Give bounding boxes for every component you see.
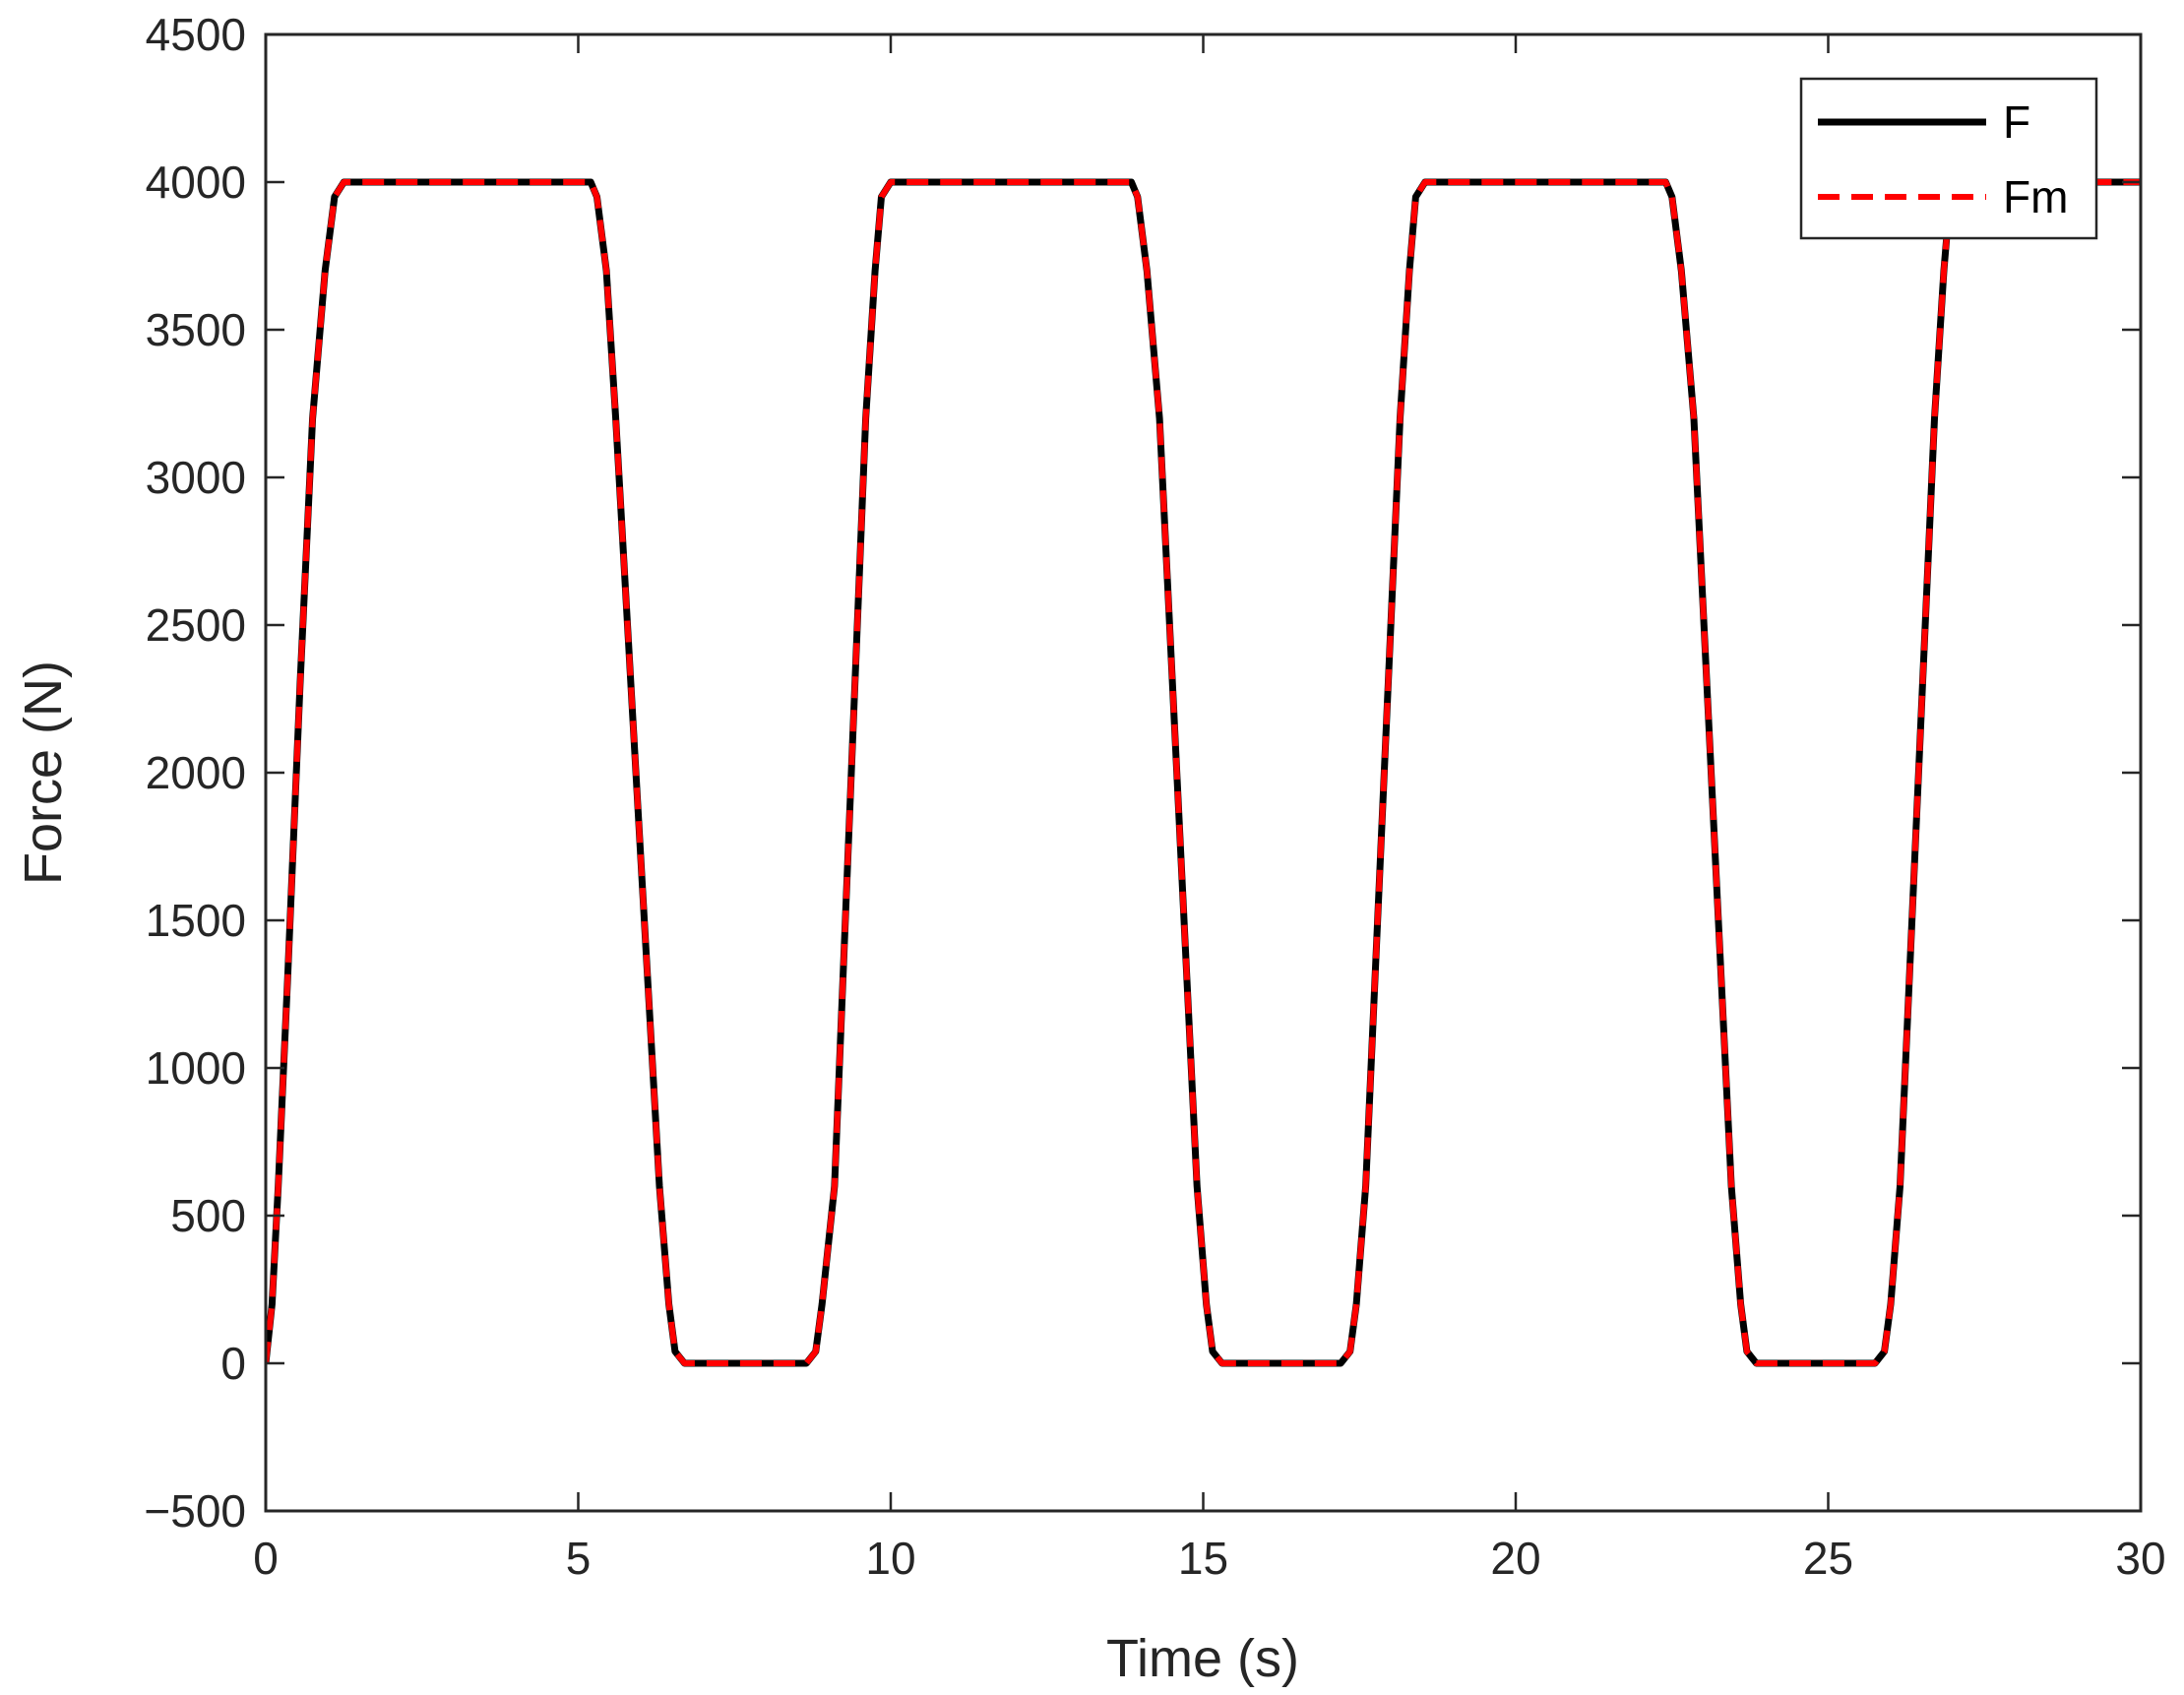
x-tick-label: 10 [865, 1533, 915, 1584]
legend: F Fm [1799, 77, 2098, 240]
x-tick-label: 30 [2115, 1533, 2165, 1584]
y-tick-label: 3000 [146, 452, 246, 503]
series-line-fm [266, 179, 2141, 1366]
y-tick-label: 3500 [146, 304, 246, 355]
y-tick-label: 0 [220, 1338, 246, 1389]
x-tick-label: 20 [1490, 1533, 1540, 1584]
tick-labels-layer: 0 5 10 15 20 25 30−500050010001500200025003000… [144, 9, 2165, 1584]
x-tick-label: 15 [1178, 1533, 1228, 1584]
x-tick-label: 0 [253, 1533, 279, 1584]
series-layer [266, 178, 2141, 1367]
y-tick-label: 1500 [146, 895, 246, 946]
x-axis-title: Time (s) [1106, 1629, 1299, 1688]
y-tick-label: 4500 [146, 9, 246, 60]
y-tick-label: −500 [144, 1485, 246, 1537]
y-tick-label: 2000 [146, 747, 246, 798]
y-tick-label: 1000 [146, 1042, 246, 1094]
x-tick-label: 5 [566, 1533, 592, 1584]
y-axis-title: Force (N) [14, 660, 73, 885]
y-tick-label: 500 [170, 1190, 246, 1241]
legend-label-fm: Fm [2003, 171, 2068, 222]
y-tick-label: 4000 [146, 157, 246, 208]
legend-box [1799, 77, 2098, 240]
y-tick-label: 2500 [146, 599, 246, 651]
x-tick-label: 25 [1803, 1533, 1853, 1584]
legend-label-f: F [2003, 96, 2030, 148]
ticks-layer [264, 32, 2143, 1513]
